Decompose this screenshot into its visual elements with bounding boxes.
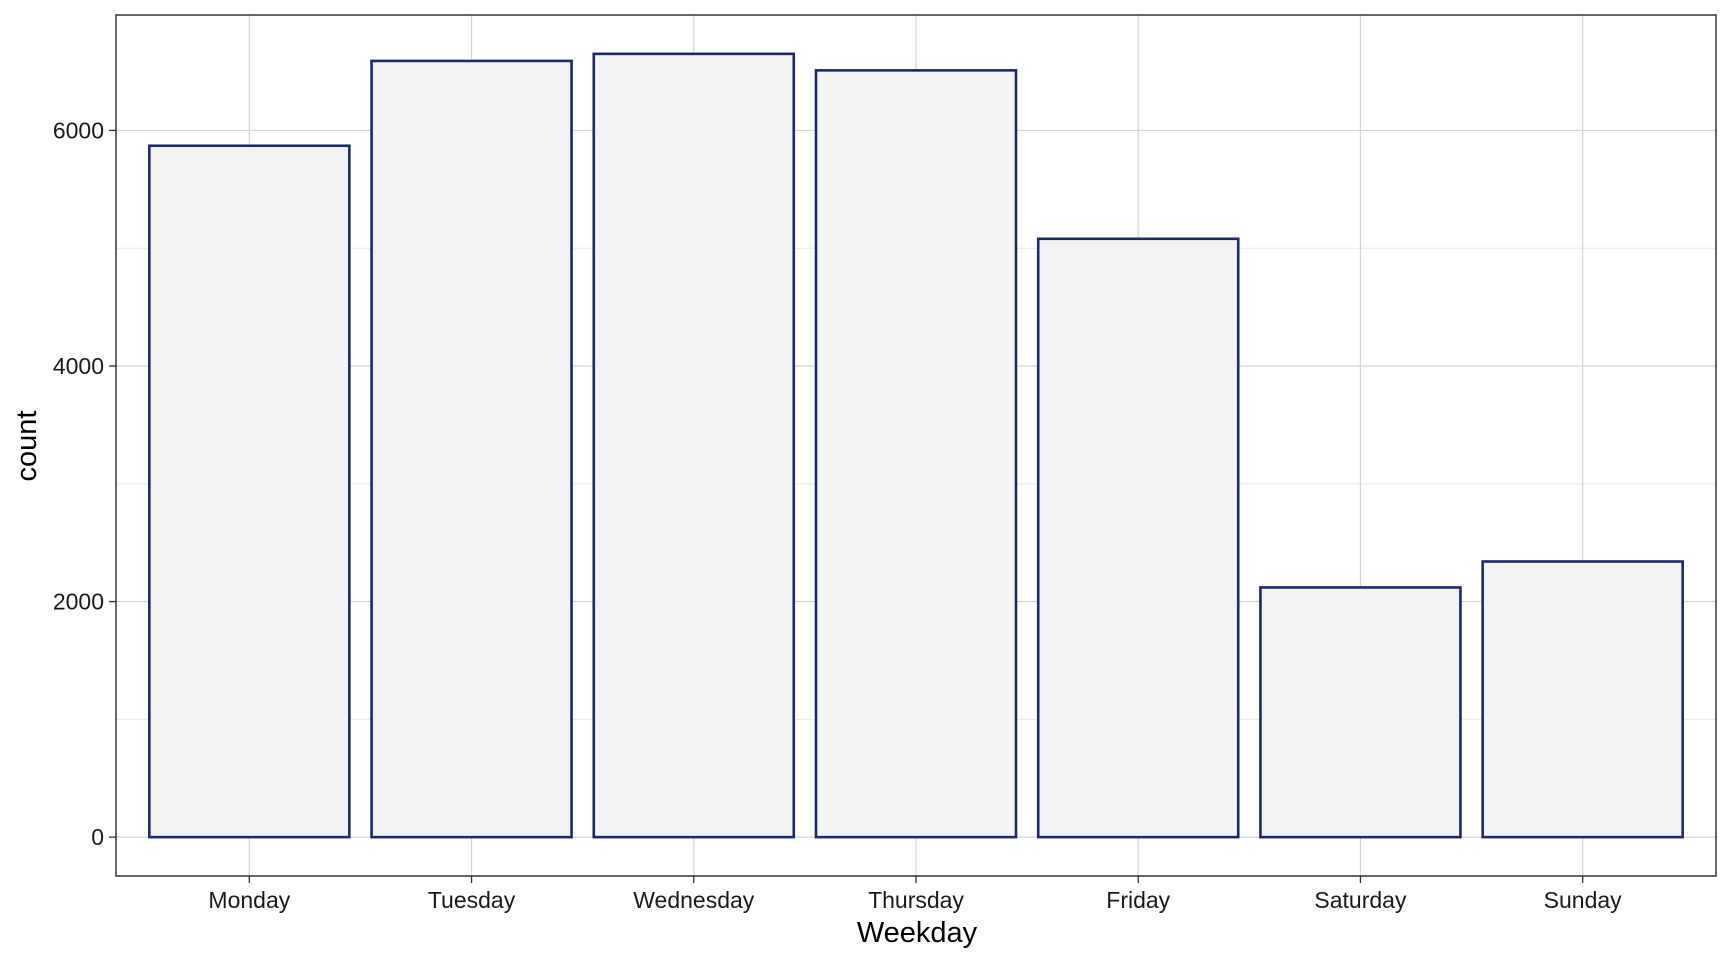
x-tick-label: Tuesday — [428, 887, 516, 913]
x-tick-label: Thursday — [868, 887, 964, 913]
bar-tuesday — [370, 59, 573, 839]
y-tick-label: 4000 — [53, 353, 104, 379]
bar-friday — [1036, 237, 1240, 839]
bar-monday — [148, 144, 351, 839]
bar-sunday — [1481, 560, 1684, 839]
bar-saturday — [1259, 586, 1462, 839]
y-axis-title: count — [11, 411, 43, 482]
bar-wednesday — [592, 52, 796, 839]
x-axis-title: Weekday — [857, 917, 978, 949]
bar-thursday — [814, 69, 1018, 839]
bars — [148, 52, 1684, 839]
y-tick-label: 2000 — [53, 589, 104, 615]
x-tick-label: Friday — [1106, 887, 1170, 913]
x-tick-label: Monday — [208, 887, 290, 913]
y-axis-ticks: 0 2000 4000 6000 — [53, 117, 116, 850]
y-tick-label: 6000 — [53, 117, 104, 143]
x-tick-label: Wednesday — [633, 887, 755, 913]
x-tick-label: Sunday — [1544, 887, 1623, 913]
y-tick-label: 0 — [91, 824, 104, 850]
x-tick-label: Saturday — [1314, 887, 1407, 913]
x-axis-ticks: Monday Tuesday Wednesday Thursday Friday Satu… — [208, 876, 1622, 913]
